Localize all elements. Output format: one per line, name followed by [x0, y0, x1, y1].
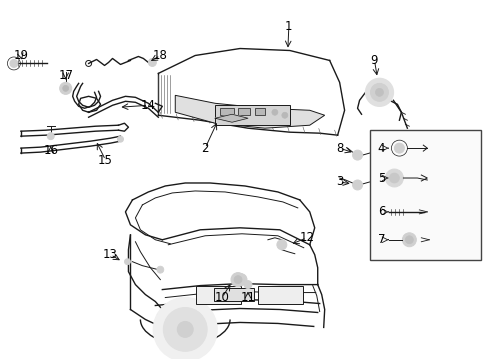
Bar — [220, 108, 234, 115]
Circle shape — [230, 273, 244, 287]
Bar — [369, 130, 480, 260]
Text: 6: 6 — [377, 205, 385, 219]
Text: 18: 18 — [153, 49, 167, 62]
Circle shape — [352, 180, 362, 190]
Circle shape — [148, 58, 156, 67]
Bar — [254, 108, 264, 115]
Circle shape — [238, 276, 244, 283]
Circle shape — [276, 240, 286, 250]
Circle shape — [117, 136, 123, 142]
Circle shape — [352, 150, 362, 160]
Circle shape — [370, 84, 387, 101]
Circle shape — [10, 59, 18, 67]
Circle shape — [244, 280, 251, 289]
Polygon shape — [175, 95, 324, 128]
Text: 2: 2 — [201, 141, 208, 155]
Text: 10: 10 — [214, 291, 229, 304]
Circle shape — [394, 143, 404, 153]
Text: 5: 5 — [377, 171, 385, 185]
Bar — [214, 288, 253, 301]
Circle shape — [385, 169, 403, 187]
Circle shape — [60, 82, 72, 94]
Text: 19: 19 — [13, 49, 28, 62]
Circle shape — [153, 298, 217, 360]
Circle shape — [375, 88, 383, 96]
Circle shape — [405, 236, 412, 244]
Bar — [258, 285, 302, 303]
Circle shape — [271, 109, 277, 115]
Text: 4: 4 — [377, 141, 385, 155]
Text: 15: 15 — [98, 154, 113, 167]
Text: 8: 8 — [335, 141, 343, 155]
Text: 3: 3 — [335, 175, 343, 189]
Circle shape — [281, 112, 287, 118]
Text: 12: 12 — [299, 231, 314, 244]
Circle shape — [163, 307, 207, 351]
Text: 1: 1 — [285, 20, 292, 33]
Circle shape — [365, 78, 393, 106]
Text: 7: 7 — [377, 233, 385, 246]
Circle shape — [177, 321, 193, 337]
Circle shape — [402, 233, 415, 247]
Text: 16: 16 — [43, 144, 58, 157]
Circle shape — [62, 85, 68, 91]
Bar — [196, 285, 241, 303]
Circle shape — [235, 274, 246, 285]
Text: 14: 14 — [141, 99, 156, 112]
Text: 17: 17 — [58, 69, 73, 82]
Circle shape — [388, 173, 399, 183]
Polygon shape — [215, 114, 247, 122]
Text: 11: 11 — [240, 291, 255, 304]
Circle shape — [234, 276, 242, 284]
Circle shape — [124, 259, 130, 265]
Text: 13: 13 — [103, 248, 118, 261]
Circle shape — [47, 133, 54, 140]
Circle shape — [157, 266, 163, 273]
Bar — [238, 108, 249, 115]
Bar — [215, 105, 289, 125]
Text: 9: 9 — [370, 54, 378, 67]
